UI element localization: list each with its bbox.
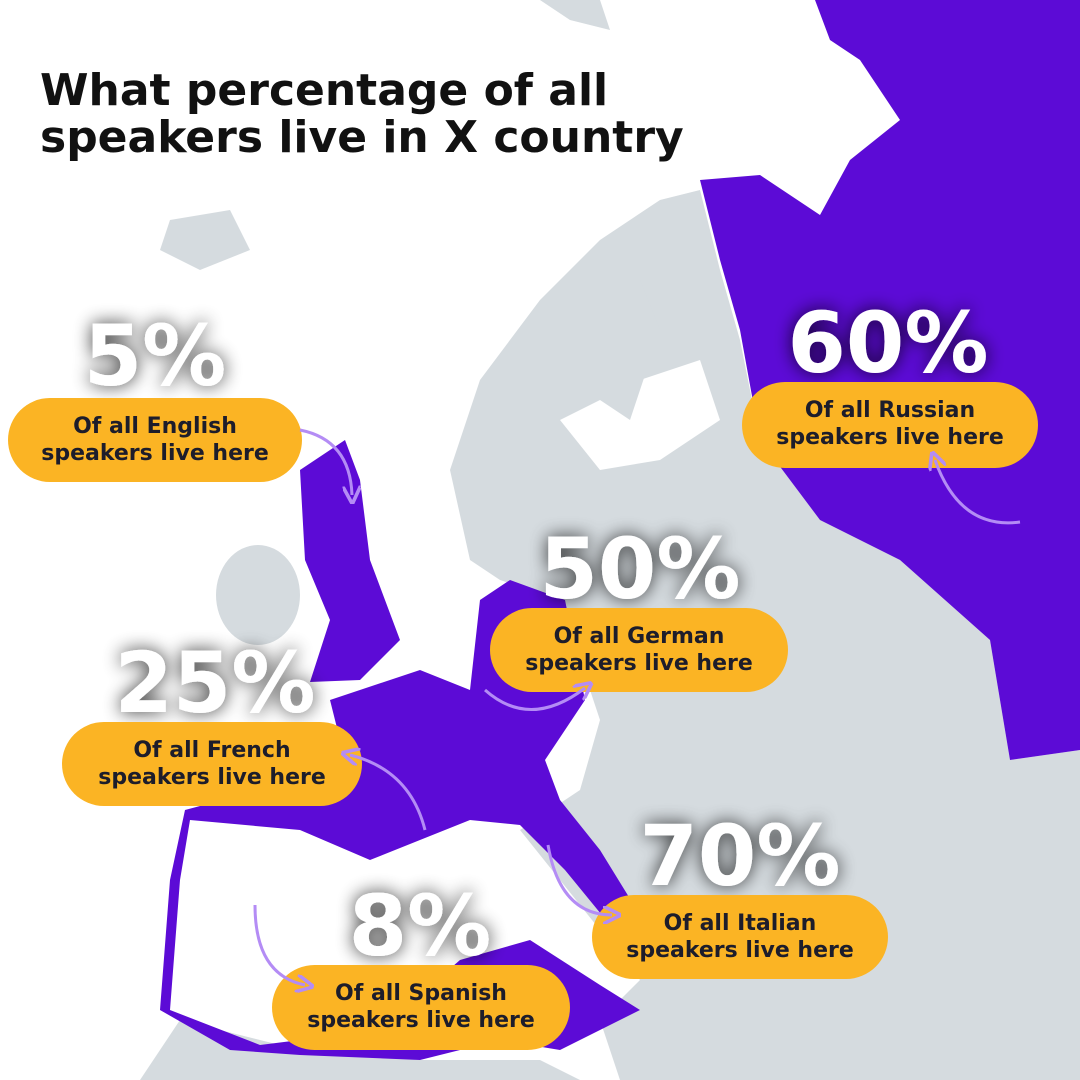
label-line: Of all Russian [805, 398, 975, 423]
label-line: speakers live here [307, 1008, 535, 1033]
land [600, 280, 660, 420]
label-pill [8, 398, 302, 482]
highlighted-country [300, 440, 400, 682]
label-line: speakers live here [41, 441, 269, 466]
label-line: Of all French [133, 738, 290, 763]
land [216, 545, 300, 645]
percentage: 50% [539, 520, 740, 618]
percentage: 25% [114, 634, 315, 732]
label-line: Of all German [554, 624, 725, 649]
arrow [935, 460, 1021, 525]
title: What percentage of all [40, 65, 608, 116]
highlighted-country [700, 0, 1080, 760]
percentage: 8% [349, 877, 492, 975]
title: speakers live in X country [40, 112, 684, 163]
label-pill [62, 722, 362, 806]
land [560, 360, 720, 470]
arrow [350, 755, 427, 831]
label-pill [592, 895, 888, 979]
arrow [253, 904, 305, 985]
percentage: 5% [84, 307, 227, 405]
land [140, 1020, 580, 1080]
label-line: speakers live here [98, 765, 326, 790]
label-pill [272, 965, 570, 1050]
percentage: 60% [787, 294, 988, 392]
percentage: 70% [639, 807, 840, 905]
label-line: speakers live here [525, 651, 753, 676]
label-line: Of all Spanish [335, 981, 507, 1006]
label-line: speakers live here [776, 425, 1004, 450]
label-line: Of all Italian [664, 911, 817, 936]
label-line: Of all English [73, 414, 237, 439]
arrow [299, 428, 352, 495]
land [160, 210, 250, 270]
label-pill [490, 608, 788, 692]
arrow [546, 844, 612, 915]
land [540, 0, 610, 30]
label-pill [742, 382, 1038, 468]
highlighted-country [160, 580, 640, 1060]
arrow [484, 688, 585, 711]
label-line: speakers live here [626, 938, 854, 963]
